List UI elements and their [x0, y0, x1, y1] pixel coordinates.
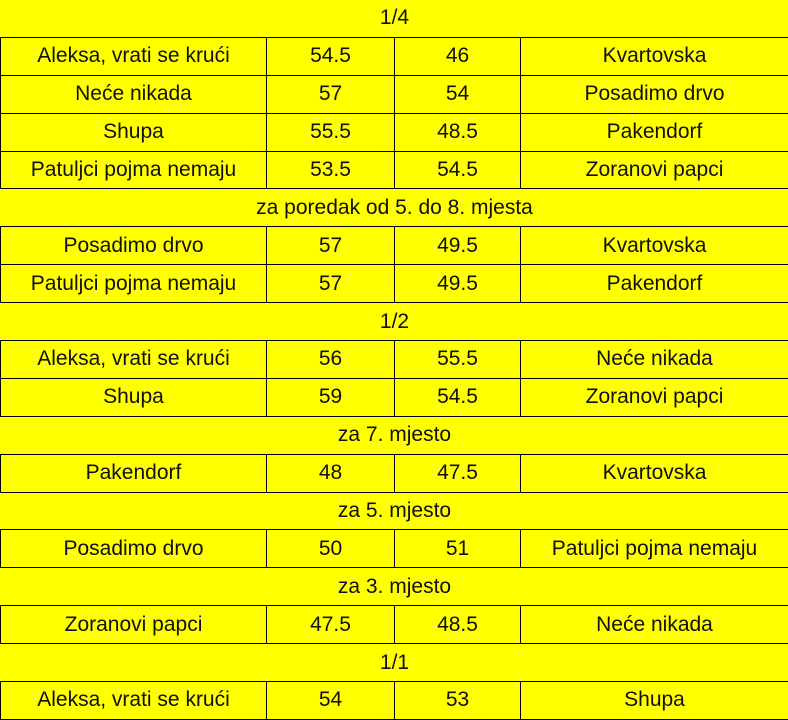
away-team-cell[interactable]: Kvartovska — [519, 453, 788, 493]
home-score-cell[interactable]: 57 — [266, 226, 395, 266]
away-team-cell[interactable]: Posadimo drvo — [519, 74, 788, 114]
away-team-cell[interactable]: Zoranovi papci — [519, 150, 788, 190]
match-row: Posadimo drvo 50 51 Patuljci pojma nemaju — [0, 529, 788, 569]
match-row: Shupa 59 54.5 Zoranovi papci — [0, 377, 788, 417]
home-team-cell[interactable]: Pakendorf — [0, 453, 267, 493]
away-team-cell[interactable]: Pakendorf — [519, 264, 788, 304]
away-score-cell[interactable]: 55.5 — [394, 340, 521, 379]
home-score-cell[interactable]: 47.5 — [266, 605, 395, 645]
section-title[interactable]: 1/1 — [0, 643, 788, 683]
home-team-cell[interactable]: Shupa — [0, 377, 267, 417]
home-team-cell[interactable]: Patuljci pojma nemaju — [0, 150, 267, 190]
away-score-cell[interactable]: 48.5 — [394, 112, 521, 152]
match-row: Aleksa, vrati se krući 56 55.5 Neće nikada — [0, 340, 788, 379]
away-team-cell[interactable]: Kvartovska — [519, 226, 788, 266]
home-score-cell[interactable]: 53.5 — [266, 150, 395, 190]
away-team-cell[interactable]: Neće nikada — [519, 340, 788, 379]
home-team-cell[interactable]: Aleksa, vrati se krući — [0, 36, 267, 76]
away-score-cell[interactable]: 54.5 — [394, 150, 521, 190]
away-team-cell[interactable]: Pakendorf — [519, 112, 788, 152]
home-score-cell[interactable]: 56 — [266, 340, 395, 379]
section-title[interactable]: za poredak od 5. do 8. mjesta — [0, 188, 788, 228]
match-row: Aleksa, vrati se krući 54 53 Shupa — [0, 681, 788, 720]
section-header-row: 1/2 — [0, 302, 788, 342]
home-score-cell[interactable]: 57 — [266, 74, 395, 114]
away-score-cell[interactable]: 49.5 — [394, 226, 521, 266]
section-title[interactable]: za 3. mjesto — [0, 567, 788, 607]
home-team-cell[interactable]: Posadimo drvo — [0, 529, 267, 569]
away-score-cell[interactable]: 46 — [394, 36, 521, 76]
section-title[interactable]: za 7. mjesto — [0, 415, 788, 455]
section-header-row: za 7. mjesto — [0, 415, 788, 455]
away-score-cell[interactable]: 51 — [394, 529, 521, 569]
home-score-cell[interactable]: 50 — [266, 529, 395, 569]
away-score-cell[interactable]: 53 — [394, 681, 521, 720]
section-header-row: za 3. mjesto — [0, 567, 788, 607]
home-score-cell[interactable]: 54.5 — [266, 36, 395, 76]
away-team-cell[interactable]: Zoranovi papci — [519, 377, 788, 417]
away-team-cell[interactable]: Shupa — [519, 681, 788, 720]
section-title[interactable]: 1/4 — [0, 0, 788, 38]
match-row: Zoranovi papci 47.5 48.5 Neće nikada — [0, 605, 788, 645]
home-team-cell[interactable]: Neće nikada — [0, 74, 267, 114]
home-team-cell[interactable]: Zoranovi papci — [0, 605, 267, 645]
home-score-cell[interactable]: 54 — [266, 681, 395, 720]
match-row: Posadimo drvo 57 49.5 Kvartovska — [0, 226, 788, 266]
home-team-cell[interactable]: Posadimo drvo — [0, 226, 267, 266]
match-row: Patuljci pojma nemaju 53.5 54.5 Zoranovi pa… — [0, 150, 788, 190]
away-score-cell[interactable]: 48.5 — [394, 605, 521, 645]
section-header-row: 1/1 — [0, 643, 788, 683]
home-score-cell[interactable]: 48 — [266, 453, 395, 493]
away-score-cell[interactable]: 47.5 — [394, 453, 521, 493]
home-team-cell[interactable]: Aleksa, vrati se krući — [0, 340, 267, 379]
section-header-row: za poredak od 5. do 8. mjesta — [0, 188, 788, 228]
away-team-cell[interactable]: Neće nikada — [519, 605, 788, 645]
away-score-cell[interactable]: 49.5 — [394, 264, 521, 304]
home-score-cell[interactable]: 59 — [266, 377, 395, 417]
section-title[interactable]: 1/2 — [0, 302, 788, 342]
match-row: Aleksa, vrati se krući 54.5 46 Kvartovska — [0, 36, 788, 76]
home-team-cell[interactable]: Shupa — [0, 112, 267, 152]
match-row: Shupa 55.5 48.5 Pakendorf — [0, 112, 788, 152]
away-score-cell[interactable]: 54.5 — [394, 377, 521, 417]
home-score-cell[interactable]: 55.5 — [266, 112, 395, 152]
away-team-cell[interactable]: Kvartovska — [519, 36, 788, 76]
section-header-row: 1/4 — [0, 0, 788, 38]
section-header-row: za 5. mjesto — [0, 491, 788, 531]
section-title[interactable]: za 5. mjesto — [0, 491, 788, 531]
home-score-cell[interactable]: 57 — [266, 264, 395, 304]
match-row: Patuljci pojma nemaju 57 49.5 Pakendorf — [0, 264, 788, 304]
home-team-cell[interactable]: Aleksa, vrati se krući — [0, 681, 267, 720]
match-row: Neće nikada 57 54 Posadimo drvo — [0, 74, 788, 114]
match-row: Pakendorf 48 47.5 Kvartovska — [0, 453, 788, 493]
away-score-cell[interactable]: 54 — [394, 74, 521, 114]
home-team-cell[interactable]: Patuljci pojma nemaju — [0, 264, 267, 304]
away-team-cell[interactable]: Patuljci pojma nemaju — [519, 529, 788, 569]
